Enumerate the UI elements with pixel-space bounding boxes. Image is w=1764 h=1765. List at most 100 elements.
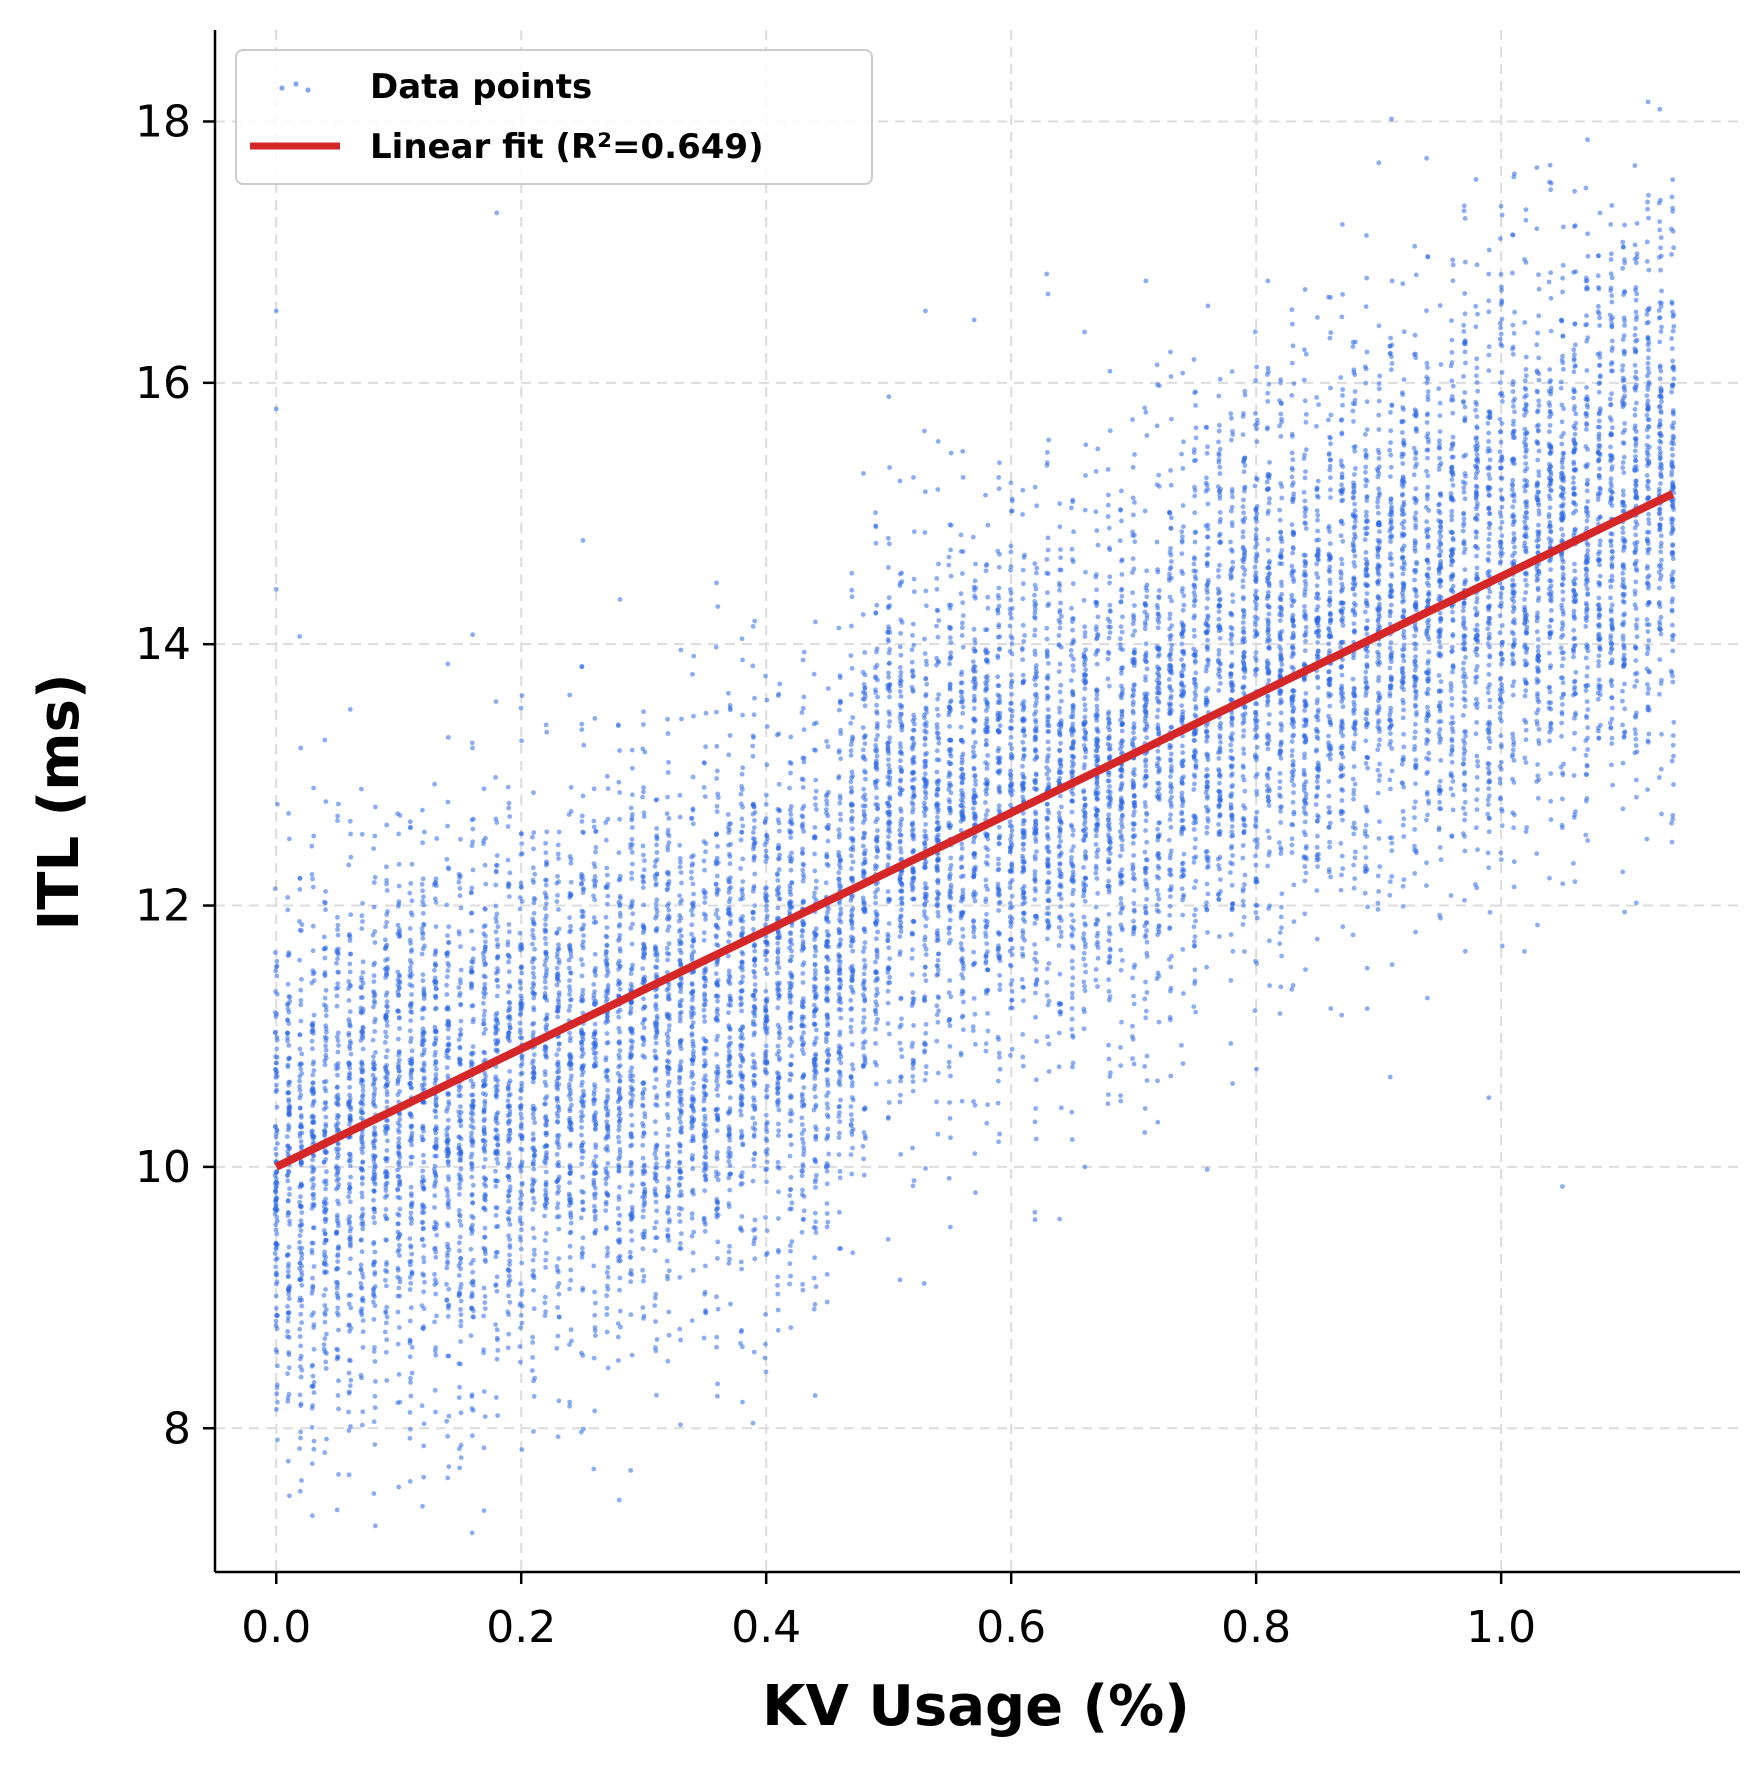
data-point-4284: [738, 995, 744, 1000]
data-point-281: [297, 1087, 303, 1093]
data-point-2348: [530, 1131, 536, 1137]
data-point-1662: [456, 1240, 462, 1246]
data-point-1276: [409, 1271, 415, 1276]
data-point-501: [322, 955, 328, 961]
data-point-4373: [752, 1065, 758, 1071]
data-point-4692: [788, 1325, 794, 1330]
data-point-2619: [554, 954, 560, 960]
data-point-2: [274, 973, 280, 979]
data-point-1123: [395, 1341, 401, 1347]
data-point-2504: [544, 1022, 550, 1028]
data-point-1557: [444, 1065, 450, 1070]
data-point-1519: [434, 1143, 439, 1149]
data-point-1217: [409, 1344, 415, 1350]
data-point-1097: [384, 964, 390, 970]
data-point-2299: [518, 1106, 524, 1112]
data-point-218: [286, 1335, 292, 1340]
data-point-1380: [421, 1152, 426, 1158]
data-point-2689: [568, 1077, 574, 1083]
data-point-1623: [446, 1353, 452, 1359]
data-point-175: [285, 1318, 291, 1324]
data-point-2624: [554, 950, 560, 956]
data-point-96: [272, 1251, 278, 1256]
data-point-2831: [578, 998, 584, 1003]
data-point-368: [310, 1185, 316, 1191]
data-point-4785: [801, 649, 807, 655]
data-point-738: [346, 1370, 352, 1376]
data-point-943: [371, 1155, 377, 1161]
data-point-4885: [813, 1185, 818, 1190]
data-point-843: [359, 1181, 365, 1187]
data-point-1531: [433, 1076, 439, 1081]
data-point-2365: [530, 916, 536, 922]
data-point-1335: [420, 910, 426, 916]
data-point-92: [274, 1270, 279, 1275]
data-point-3339: [640, 1142, 646, 1148]
data-point-3728: [677, 1219, 683, 1224]
data-point-3809: [690, 988, 696, 994]
data-point-3120: [616, 1119, 622, 1125]
data-point-1042: [384, 1378, 390, 1383]
data-point-965: [371, 1169, 377, 1175]
data-point-764: [347, 1163, 353, 1169]
data-point-1732: [458, 980, 463, 986]
data-point-1645: [444, 1006, 449, 1012]
data-point-1384: [421, 1421, 427, 1427]
data-point-4579: [775, 871, 780, 877]
data-point-183: [287, 1192, 292, 1197]
data-point-3638: [677, 842, 683, 848]
data-point-3740: [689, 869, 694, 875]
data-point-4016: [715, 1064, 720, 1069]
data-point-376: [311, 1202, 317, 1207]
data-point-716: [347, 707, 353, 712]
data-point-4251: [740, 1399, 745, 1405]
data-point-4218: [740, 823, 746, 829]
data-point-2618: [555, 851, 561, 857]
data-point-4475: [764, 762, 770, 768]
data-point-4502: [762, 1059, 768, 1064]
data-point-916: [372, 1125, 377, 1131]
data-point-1558: [444, 902, 450, 908]
data-point-1018: [384, 1262, 389, 1268]
data-point-535: [321, 1209, 327, 1214]
data-point-4462: [763, 988, 769, 994]
data-point-273: [299, 1320, 305, 1325]
data-point-2081: [493, 1322, 498, 1327]
data-point-2902: [592, 1230, 598, 1235]
data-point-1634: [444, 1108, 449, 1114]
data-point-2436: [542, 906, 548, 911]
data-point-484: [323, 1287, 328, 1292]
data-point-2557: [555, 1267, 560, 1273]
data-point-747: [347, 1065, 353, 1071]
data-point-1776: [470, 745, 475, 751]
data-point-1846: [468, 1246, 474, 1252]
data-point-2431: [542, 1294, 548, 1300]
data-point-2626: [556, 1105, 562, 1110]
data-point-3611: [665, 1014, 670, 1020]
data-point-3214: [629, 1097, 635, 1103]
data-point-3596: [665, 1227, 670, 1233]
data-point-1314: [408, 910, 414, 915]
data-point-69: [273, 1203, 279, 1209]
data-point-3983: [715, 943, 721, 948]
data-point-94: [273, 1257, 279, 1262]
data-point-2731: [568, 970, 574, 976]
data-point-1805: [470, 1061, 475, 1067]
data-point-2424: [543, 840, 548, 846]
data-point-3069: [603, 1208, 609, 1213]
data-point-89: [273, 1014, 279, 1019]
data-point-4718: [788, 1015, 793, 1020]
data-point-3088: [616, 966, 621, 972]
data-point-536: [323, 987, 329, 993]
data-point-730: [347, 934, 353, 940]
data-point-4720: [787, 945, 792, 951]
data-point-385: [310, 1030, 316, 1036]
data-point-3177: [616, 1089, 622, 1095]
data-point-398: [310, 1022, 315, 1028]
data-point-1376: [421, 1060, 427, 1066]
data-point-3804: [690, 821, 696, 827]
data-point-4845: [813, 777, 819, 783]
data-point-2958: [591, 1180, 597, 1186]
data-point-1074: [382, 1128, 388, 1134]
data-point-4503: [764, 1166, 770, 1172]
